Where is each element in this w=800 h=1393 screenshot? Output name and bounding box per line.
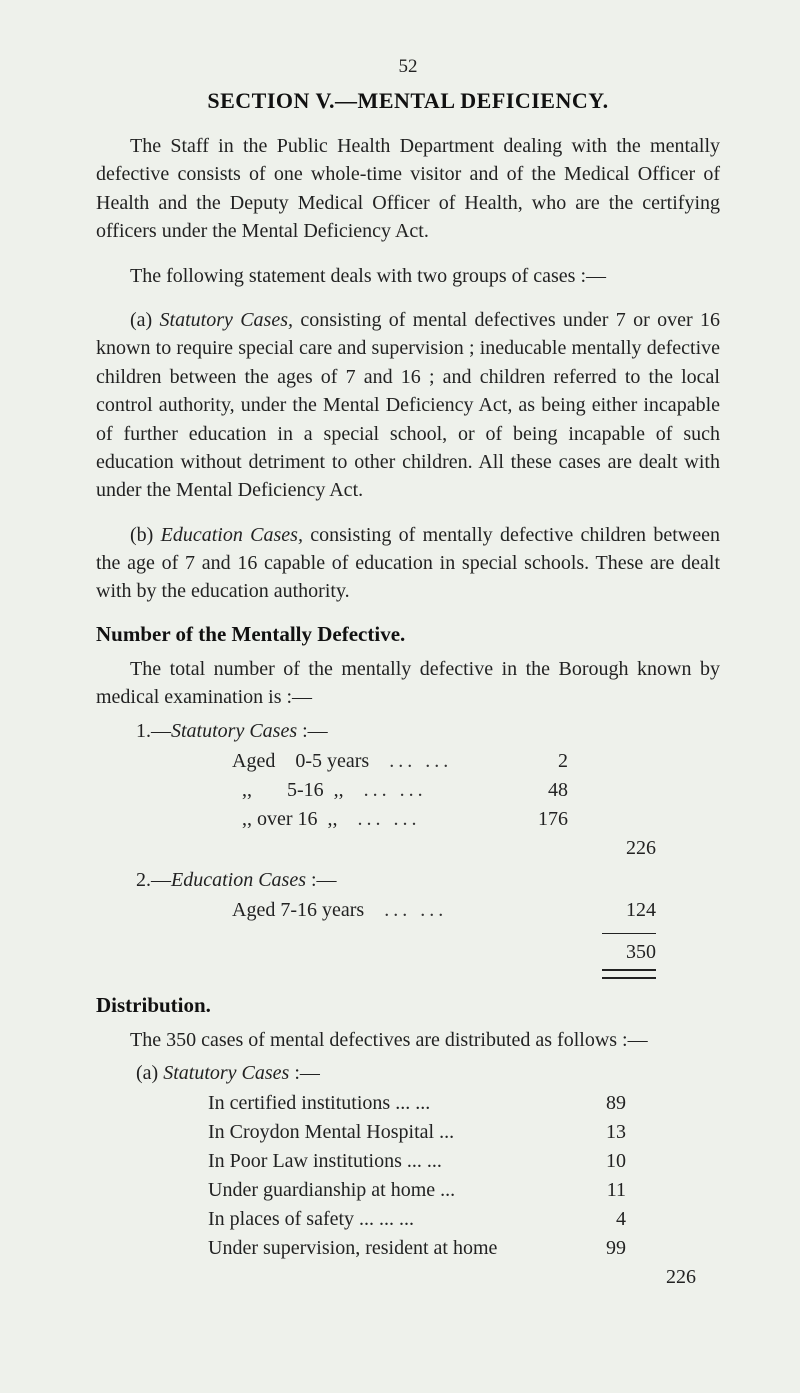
stats-subtotal: 226 [586, 834, 656, 863]
stats-case2: Aged 7-16 years ... ... 124 350 [136, 896, 656, 979]
dist-label: Under guardianship at home ... [208, 1176, 566, 1205]
case-a-italic: Statutory Cases, [160, 309, 293, 331]
rule [602, 933, 656, 934]
distribution-table: In certified institutions ... ... 89 In … [136, 1089, 696, 1292]
dist-row: In certified institutions ... ... 89 [208, 1089, 696, 1118]
stats-row: ,, over 16 ,, ... ... 176 [176, 805, 656, 834]
dist-label: In certified institutions ... ... [208, 1089, 566, 1118]
stats-subtotal-row: 226 [176, 834, 656, 863]
stats-dots: ... ... [338, 805, 508, 834]
stats-dots: ... ... [364, 896, 508, 925]
paragraph-text: The following statement deals with two g… [130, 265, 606, 287]
dist-row: In places of safety ... ... ... 4 [208, 1205, 696, 1234]
distribution-intro: The 350 cases of mental defectives are d… [96, 1026, 720, 1054]
dist-value: 10 [566, 1147, 636, 1176]
case2-italic: Education Cases [171, 869, 306, 891]
stats-value2: 124 [586, 896, 656, 925]
dist-value: 13 [566, 1118, 636, 1147]
dist-label: In Croydon Mental Hospital ... [208, 1118, 566, 1147]
stats-row: Aged 0-5 years ... ... 2 [176, 747, 656, 776]
distribution-heading: Distribution. [96, 993, 720, 1018]
case1-heading: 1.—Statutory Cases :— [136, 720, 720, 743]
dist-label: In places of safety ... ... ... [208, 1205, 566, 1234]
paragraph-text: The Staff in the Public Health Departmen… [96, 135, 720, 242]
case2-suffix: :— [306, 869, 337, 891]
number-intro-text: The total number of the mentally defecti… [96, 658, 720, 708]
page: 52 SECTION V.—MENTAL DEFICIENCY. The Sta… [0, 0, 800, 1393]
stats-row: ,, 5-16 ,, ... ... 48 [176, 776, 656, 805]
dist-row: Under supervision, resident at home 99 [208, 1234, 696, 1263]
paragraph-intro: The Staff in the Public Health Departmen… [96, 132, 720, 246]
double-rule [602, 969, 656, 979]
dist-value: 11 [566, 1176, 636, 1205]
stats-grand-total-row: 350 [176, 938, 656, 967]
paragraph-a: (a) Statutory Cases, consisting of menta… [96, 306, 720, 505]
page-number: 52 [96, 56, 720, 78]
dist-row: Under guardianship at home ... 11 [208, 1176, 696, 1205]
stats-case1: Aged 0-5 years ... ... 2 ,, 5-16 ,, ... … [136, 747, 656, 863]
dist-total-row: 226 [208, 1263, 696, 1292]
stats-grand-total: 350 [586, 938, 656, 967]
case1-num: 1.— [136, 720, 171, 742]
dist-label: In Poor Law institutions ... ... [208, 1147, 566, 1176]
dist-a-suffix: :— [289, 1062, 320, 1084]
stats-row: Aged 7-16 years ... ... 124 [176, 896, 656, 925]
case1-suffix: :— [297, 720, 328, 742]
dist-a-label: (a) [136, 1062, 158, 1084]
stats-dots: ... ... [369, 747, 508, 776]
paragraph-b: (b) Education Cases, consisting of menta… [96, 521, 720, 606]
stats-value: 48 [508, 776, 586, 805]
stats-label: Aged 0-5 years [176, 747, 369, 776]
dist-value: 99 [566, 1234, 636, 1263]
stats-label: ,, over 16 ,, [176, 805, 338, 834]
case2-num: 2.— [136, 869, 171, 891]
distribution-intro-text: The 350 cases of mental defectives are d… [130, 1029, 648, 1051]
stats-dots: ... ... [344, 776, 508, 805]
stats-label: ,, 5-16 ,, [176, 776, 344, 805]
stats-value: 2 [508, 747, 586, 776]
dist-row: In Poor Law institutions ... ... 10 [208, 1147, 696, 1176]
dist-case-a-heading: (a) Statutory Cases :— [136, 1062, 720, 1085]
dist-value: 4 [566, 1205, 636, 1234]
dist-label: Under supervision, resident at home [208, 1234, 566, 1263]
case-a-label: (a) [130, 309, 152, 331]
number-intro: The total number of the mentally defecti… [96, 655, 720, 712]
case-a-body: consisting of mental defectives under 7 … [96, 309, 720, 501]
case-b-italic: Education Cases, [161, 524, 303, 546]
stats-label: Aged 7-16 years [176, 896, 364, 925]
stats-value: 176 [508, 805, 586, 834]
dist-a-italic: Statutory Cases [163, 1062, 289, 1084]
case-b-label: (b) [130, 524, 153, 546]
case2-heading: 2.—Education Cases :— [136, 869, 720, 892]
dist-value: 89 [566, 1089, 636, 1118]
dist-total: 226 [636, 1263, 696, 1292]
paragraph-lead: The following statement deals with two g… [96, 262, 720, 290]
case1-italic: Statutory Cases [171, 720, 297, 742]
dist-row: In Croydon Mental Hospital ... 13 [208, 1118, 696, 1147]
number-heading: Number of the Mentally Defective. [96, 622, 720, 647]
section-title: SECTION V.—MENTAL DEFICIENCY. [96, 88, 720, 114]
